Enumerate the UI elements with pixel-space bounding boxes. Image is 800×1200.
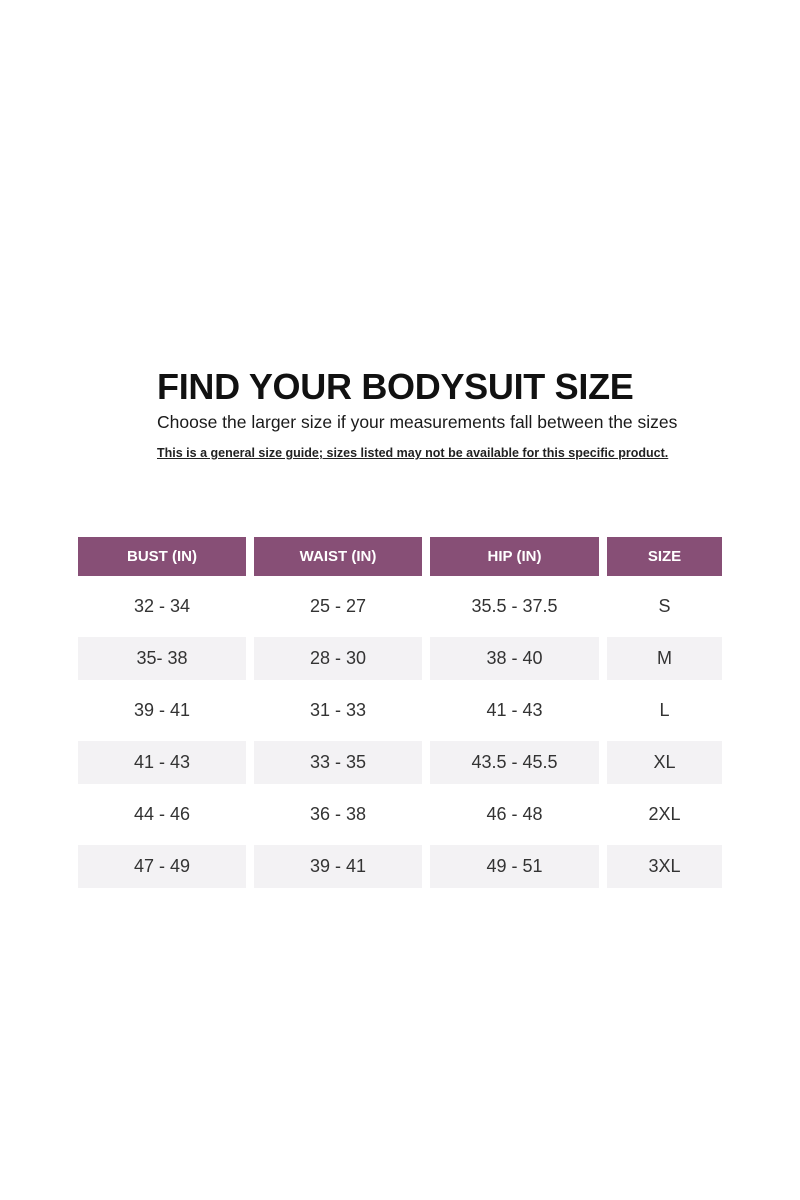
cell-bust: 39 - 41 [133,700,191,720]
cell-size: XL [607,741,722,784]
cell-bust: 44 - 46 [133,804,191,824]
cell-waist: 33 - 35 [254,741,422,784]
cell-hip: 49 - 51 [430,845,599,888]
cell-waist: 28 - 30 [254,637,422,680]
cell-size: M [607,637,722,680]
cell-bust: 47 - 49 [78,845,246,888]
cell-size: 3XL [607,845,722,888]
cell-hip: 35.5 - 37.5 [471,596,558,616]
subtitle: Choose the larger size if your measureme… [157,412,678,432]
cell-waist: 39 - 41 [254,845,422,888]
cell-waist: 31 - 33 [309,700,367,720]
cell-bust: 35- 38 [78,637,246,680]
cell-waist: 36 - 38 [309,804,367,824]
cell-size: L [659,700,670,720]
disclaimer-note: This is a general size guide; sizes list… [157,446,669,460]
page-title: FIND YOUR BODYSUIT SIZE [157,366,634,407]
cell-size: 2XL [648,804,681,824]
cell-bust: 41 - 43 [78,741,246,784]
header-waist: WAIST (IN) [254,537,422,576]
header-hip: HIP (IN) [430,537,599,576]
cell-hip: 41 - 43 [486,700,543,720]
cell-waist: 25 - 27 [309,596,367,616]
cell-bust: 32 - 34 [133,596,191,616]
header-bust: BUST (IN) [78,537,246,576]
cell-hip: 43.5 - 45.5 [430,741,599,784]
cell-hip: 46 - 48 [486,804,543,824]
size-chart-table: BUST (IN) WAIST (IN) HIP (IN) SIZE 32 - … [78,537,722,888]
cell-size: S [658,596,671,616]
header-size: SIZE [607,537,722,576]
cell-hip: 38 - 40 [430,637,599,680]
